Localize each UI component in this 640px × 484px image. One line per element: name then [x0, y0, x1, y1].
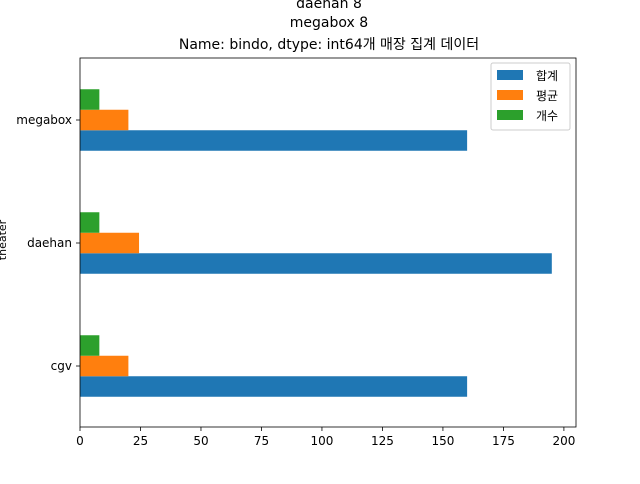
- chart-title: daehan 8 megabox 8 Name: bindo, dtype: i…: [179, 0, 479, 53]
- bar-daehan-series-2: [80, 212, 100, 233]
- x-tick-label: 150: [431, 434, 454, 448]
- y-tick-label: cgv: [51, 359, 72, 373]
- legend-swatch: [497, 90, 523, 100]
- title-line-1: daehan 8: [296, 0, 362, 12]
- y-axis-label: theater: [0, 219, 9, 260]
- x-tick-label: 50: [193, 434, 208, 448]
- plot-frame: [79, 57, 577, 428]
- legend-label: 평균: [536, 89, 558, 103]
- title-line-3: Name: bindo, dtype: int64개 매장 집계 데이터: [179, 37, 479, 53]
- x-tick-label: 125: [371, 434, 394, 448]
- x-tick-label: 100: [310, 434, 333, 448]
- bar-megabox-series-1: [80, 109, 129, 131]
- x-tick-label: 0: [76, 434, 84, 448]
- x-tick-label: 200: [552, 434, 575, 448]
- bar-cgv-series-0: [80, 376, 468, 397]
- y-tick-label: megabox: [16, 113, 72, 127]
- bar-daehan-series-1: [80, 232, 140, 254]
- legend-swatch: [497, 110, 523, 120]
- bar-megabox-series-2: [80, 89, 100, 110]
- bar-cgv-series-2: [80, 335, 100, 356]
- legend-label: 개수: [536, 109, 558, 123]
- bars-group: [80, 89, 552, 397]
- bar-cgv-series-1: [80, 355, 129, 377]
- y-tick-label: daehan: [27, 236, 72, 250]
- x-tick-label: 25: [133, 434, 148, 448]
- bar-daehan-series-0: [80, 253, 552, 274]
- legend-label: 합계: [536, 69, 558, 83]
- bar-megabox-series-0: [80, 130, 468, 151]
- title-line-2: megabox 8: [290, 15, 368, 31]
- x-tick-label: 175: [492, 434, 515, 448]
- x-tick-label: 75: [254, 434, 269, 448]
- legend-swatch: [497, 70, 523, 80]
- axes-group: 0 25 50 75 100 125 150 175 200 cgv daehan megabox: [16, 57, 577, 448]
